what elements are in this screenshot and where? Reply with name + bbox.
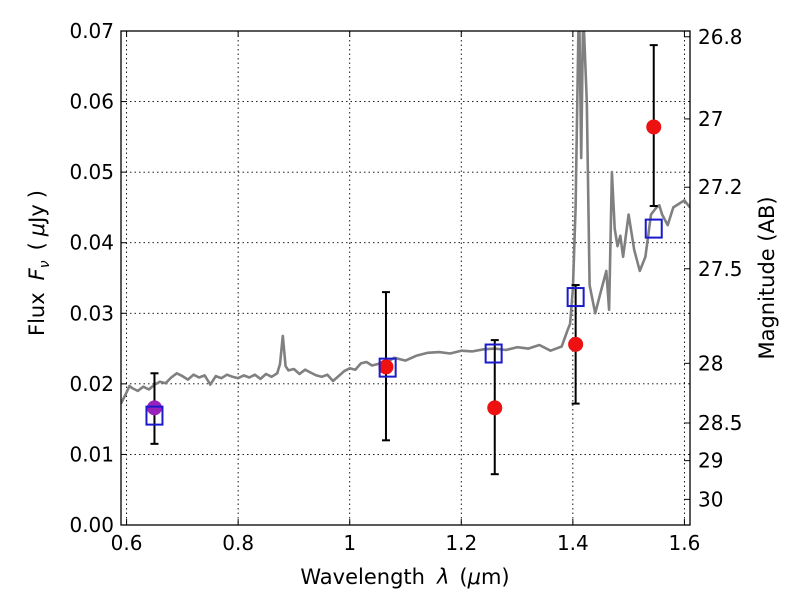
x-tick-label: 0.6 — [111, 531, 143, 555]
y-tick-label: 0.04 — [69, 231, 114, 255]
y-tick-label: 0.01 — [69, 442, 114, 466]
x-axis: 0.6 0.8 1 1.2 1.4 1.6 — [111, 31, 701, 555]
y-tick-label: 0.05 — [69, 160, 114, 184]
y-axis-title: FluxFν(μJy) — [25, 190, 53, 336]
x-axis-title: Wavelength λ (μm) — [300, 565, 509, 589]
observed-point — [568, 336, 584, 352]
model-points — [145, 218, 663, 426]
grid — [121, 31, 690, 525]
observed-points — [146, 119, 662, 416]
y-tick-label: 0.02 — [69, 372, 114, 396]
y2-tick-label: 27.2 — [698, 175, 743, 199]
y2-tick-label: 26.8 — [698, 25, 743, 49]
model-spectrum — [121, 31, 690, 405]
observed-point — [146, 400, 162, 416]
y-tick-label: 0.07 — [69, 19, 114, 43]
x-tick-label: 1 — [343, 531, 356, 555]
y2-tick-label: 27.5 — [698, 257, 743, 281]
observed-point — [646, 119, 662, 135]
y2-axis-title: Magnitude (AB) — [755, 196, 779, 359]
y2-axis: 26.8 27 27.2 27.5 28 28.5 29 30 — [684, 25, 743, 511]
y-tick-label: 0.03 — [69, 301, 114, 325]
y2-tick-label: 29 — [698, 449, 723, 473]
observed-point — [378, 359, 394, 375]
y2-tick-label: 30 — [698, 487, 723, 511]
x-tick-label: 1.4 — [557, 531, 589, 555]
y2-tick-label: 28.5 — [698, 411, 743, 435]
model-box — [566, 287, 585, 308]
y2-tick-label: 27 — [698, 107, 723, 131]
observed-point — [487, 400, 503, 416]
model-box — [644, 218, 663, 239]
y-tick-label: 0.06 — [69, 90, 114, 114]
plot-frame — [120, 30, 691, 526]
y2-tick-label: 28 — [698, 351, 723, 375]
model-box — [378, 357, 397, 378]
model-box — [484, 343, 503, 364]
x-tick-label: 1.2 — [445, 531, 477, 555]
y-tick-label: 0.00 — [69, 513, 114, 537]
spectrum-line — [121, 31, 690, 405]
x-tick-label: 0.8 — [222, 531, 254, 555]
x-tick-label: 1.6 — [669, 531, 701, 555]
y-axis: 0.00 0.01 0.02 0.03 0.04 0.05 0.06 0.07 — [69, 19, 127, 537]
model-box — [145, 405, 164, 426]
